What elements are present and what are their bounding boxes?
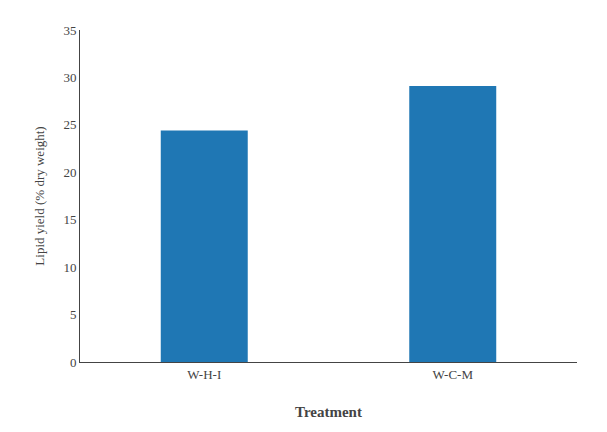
svg-text:10: 10 <box>63 260 76 275</box>
svg-text:Treatment: Treatment <box>295 404 362 420</box>
svg-text:Lipid yield (% dry weight): Lipid yield (% dry weight) <box>32 126 47 265</box>
svg-text:35: 35 <box>63 23 76 38</box>
svg-text:0: 0 <box>70 355 77 370</box>
svg-text:W-H-I: W-H-I <box>187 367 221 382</box>
svg-text:W-C-M: W-C-M <box>433 367 474 382</box>
svg-text:30: 30 <box>63 70 76 85</box>
svg-text:20: 20 <box>63 165 76 180</box>
svg-text:25: 25 <box>63 117 76 132</box>
svg-text:15: 15 <box>63 212 76 227</box>
svg-text:5: 5 <box>70 307 77 322</box>
